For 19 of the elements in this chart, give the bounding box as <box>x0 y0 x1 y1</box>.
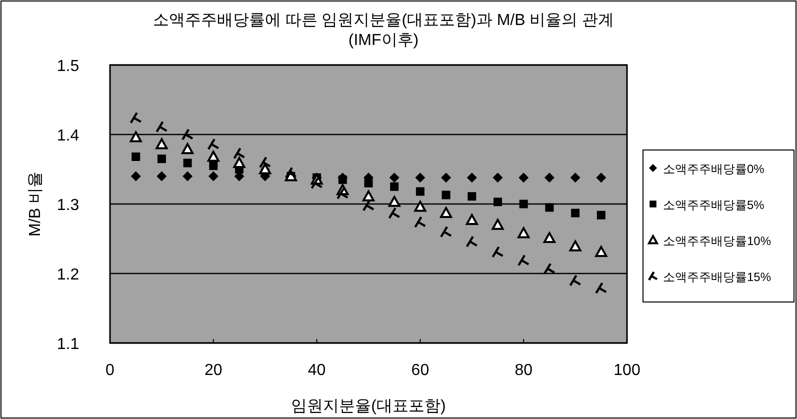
x-tick-label: 60 <box>411 362 430 379</box>
y-tick-label: 1.1 <box>56 336 80 353</box>
y-tick-label: 1.2 <box>56 266 80 284</box>
legend-label: 소액주주배당률10% <box>663 234 772 248</box>
x-tick-label: 0 <box>106 362 115 379</box>
chart-title: 소액주주배당률에 따른 임원지분율(대표포함)과 M/B 비율의 관계 <box>152 12 614 29</box>
legend-label: 소액주주배당률15% <box>663 270 772 284</box>
x-tick-label: 80 <box>514 362 533 379</box>
x-tick-label: 40 <box>308 362 326 379</box>
y-tick-label: 1.4 <box>56 128 80 144</box>
legend-label: 소액주주배당률0% <box>663 162 765 176</box>
x-axis-title: 임원지분율(대표포함) <box>291 398 446 415</box>
y-tick-label: 1.3 <box>56 197 80 214</box>
x-tick-label: 20 <box>204 362 222 379</box>
chart-subtitle: (IMF이후) <box>348 32 419 49</box>
y-axis-title: M/B 비율 <box>27 172 44 236</box>
y-tick-label: 1.5 <box>56 58 80 75</box>
x-tick-label: 100 <box>614 362 640 379</box>
legend-label: 소액주주배당률5% <box>663 198 765 212</box>
